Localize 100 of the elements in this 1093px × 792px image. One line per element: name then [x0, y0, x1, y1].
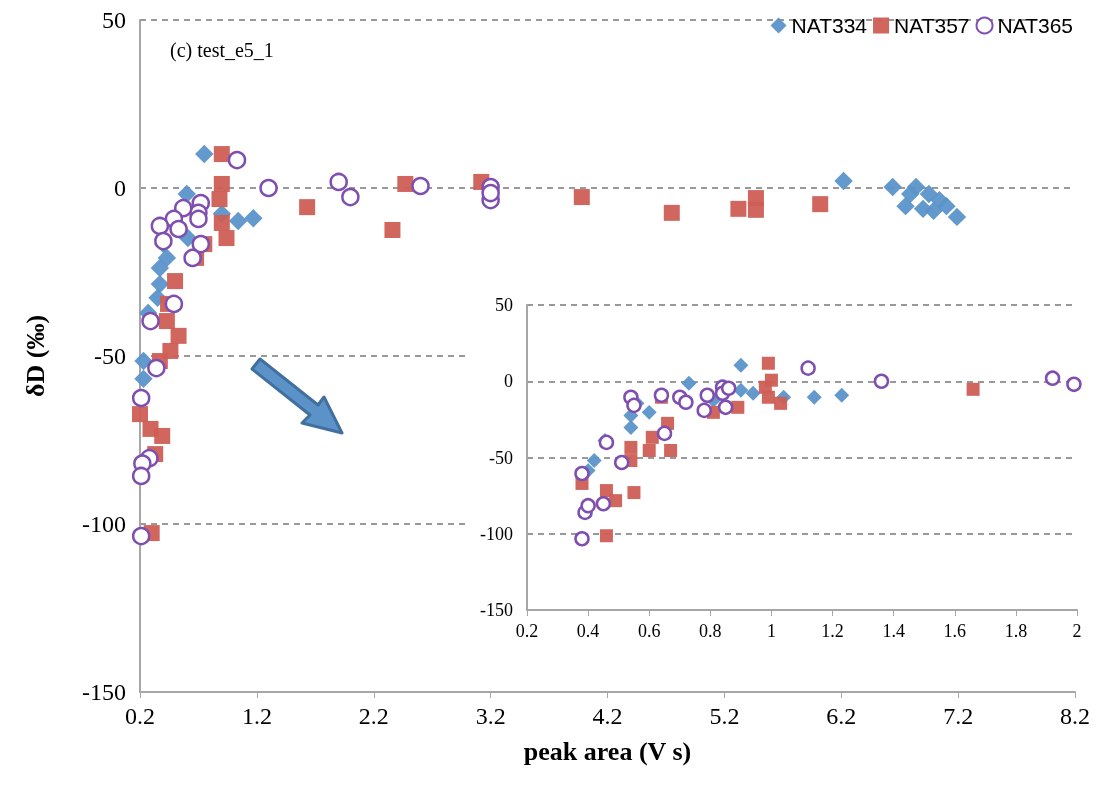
- point: [384, 222, 401, 238]
- point: [764, 373, 778, 387]
- point: [627, 486, 641, 500]
- point: [901, 184, 920, 204]
- point: [341, 187, 360, 207]
- point: [678, 394, 694, 411]
- x-tick-label: 7.2: [943, 703, 974, 729]
- point: [481, 183, 500, 203]
- x-tick-label: 5.2: [709, 703, 740, 729]
- point: [150, 274, 170, 294]
- point: [747, 201, 764, 218]
- point: [191, 234, 211, 254]
- point: [580, 497, 596, 514]
- point: [774, 396, 788, 410]
- point: [183, 248, 202, 268]
- point: [574, 531, 590, 547]
- point: [696, 402, 712, 419]
- point: [873, 373, 890, 389]
- point: [733, 382, 749, 398]
- point: [141, 311, 160, 331]
- point: [947, 207, 967, 227]
- y-tick-label: -150: [480, 600, 513, 620]
- x-tick-label: 2.2: [358, 703, 389, 729]
- y-tick-label: -50: [489, 447, 513, 468]
- point: [259, 178, 278, 198]
- legend-label: NAT357: [894, 14, 970, 37]
- annotation: (c) test_e5_1: [170, 39, 274, 62]
- y-tick-label: 0: [114, 175, 126, 201]
- point: [731, 400, 745, 414]
- point: [131, 526, 151, 546]
- x-tick-label: 1: [766, 621, 776, 641]
- point: [131, 388, 151, 408]
- point: [244, 209, 263, 228]
- point: [397, 175, 414, 192]
- legend-label: NAT365: [997, 14, 1074, 37]
- point: [1066, 376, 1082, 393]
- point: [761, 356, 775, 370]
- point: [745, 385, 761, 401]
- point: [919, 184, 939, 204]
- y-tick-label: 0: [504, 371, 513, 392]
- point: [641, 404, 657, 420]
- x-tick-label: 1.2: [821, 621, 844, 641]
- point: [720, 380, 737, 397]
- point: [195, 144, 214, 164]
- point: [1044, 370, 1061, 386]
- point: [164, 294, 184, 314]
- x-tick-label: 8.2: [1060, 703, 1090, 729]
- point: [624, 440, 638, 454]
- point: [131, 466, 151, 486]
- point: [411, 176, 430, 196]
- point: [937, 196, 956, 216]
- point: [134, 351, 153, 371]
- point: [147, 358, 166, 378]
- point: [213, 175, 230, 192]
- point: [154, 427, 171, 444]
- point: [623, 419, 639, 435]
- point: [656, 425, 673, 442]
- point: [806, 389, 822, 405]
- point: [213, 214, 230, 231]
- y-axis-title: δD (‰): [20, 314, 50, 398]
- point: [834, 171, 853, 191]
- x-tick-label: 1.4: [882, 621, 905, 641]
- point: [599, 484, 613, 498]
- legend-label: NAT334: [791, 14, 868, 37]
- x-tick-label: 3.2: [475, 703, 506, 729]
- point: [609, 494, 623, 508]
- point: [733, 357, 749, 373]
- point: [132, 406, 148, 423]
- point: [883, 177, 902, 197]
- point: [761, 390, 775, 404]
- y-tick-label: -50: [94, 343, 126, 369]
- point: [586, 453, 602, 469]
- point: [834, 387, 850, 403]
- point: [599, 529, 613, 543]
- x-tick-label: 2: [1072, 621, 1082, 641]
- point: [157, 248, 177, 268]
- y-tick-label: 50: [495, 295, 513, 315]
- point: [167, 273, 184, 290]
- point: [211, 191, 228, 208]
- x-tick-label: 0.6: [637, 621, 661, 641]
- x-tick-label: 1.6: [943, 621, 967, 641]
- x-tick-label: 0.2: [125, 703, 155, 729]
- point: [664, 443, 678, 457]
- point: [189, 209, 208, 229]
- x-tick-label: 0.8: [699, 621, 722, 641]
- point: [800, 360, 816, 376]
- point: [966, 382, 980, 396]
- point: [227, 150, 247, 170]
- point: [228, 211, 248, 231]
- x-tick-label: 1.8: [1004, 621, 1028, 641]
- point: [613, 454, 630, 471]
- point: [717, 399, 734, 416]
- x-tick-label: 1.2: [241, 703, 272, 729]
- x-tick-label: 0.2: [515, 621, 539, 641]
- x-tick-label: 6.2: [826, 703, 857, 729]
- point: [158, 313, 175, 330]
- point: [730, 200, 747, 217]
- point: [574, 465, 590, 482]
- point: [663, 204, 680, 221]
- point: [595, 495, 612, 512]
